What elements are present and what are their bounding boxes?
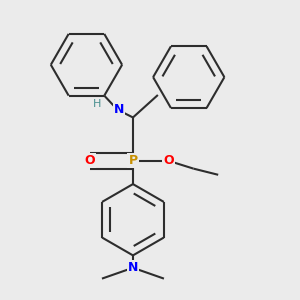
Text: O: O bbox=[84, 154, 95, 167]
Text: H: H bbox=[93, 98, 101, 109]
Text: N: N bbox=[128, 261, 138, 274]
Text: O: O bbox=[163, 154, 174, 167]
Text: P: P bbox=[128, 154, 137, 167]
Text: N: N bbox=[114, 103, 124, 116]
